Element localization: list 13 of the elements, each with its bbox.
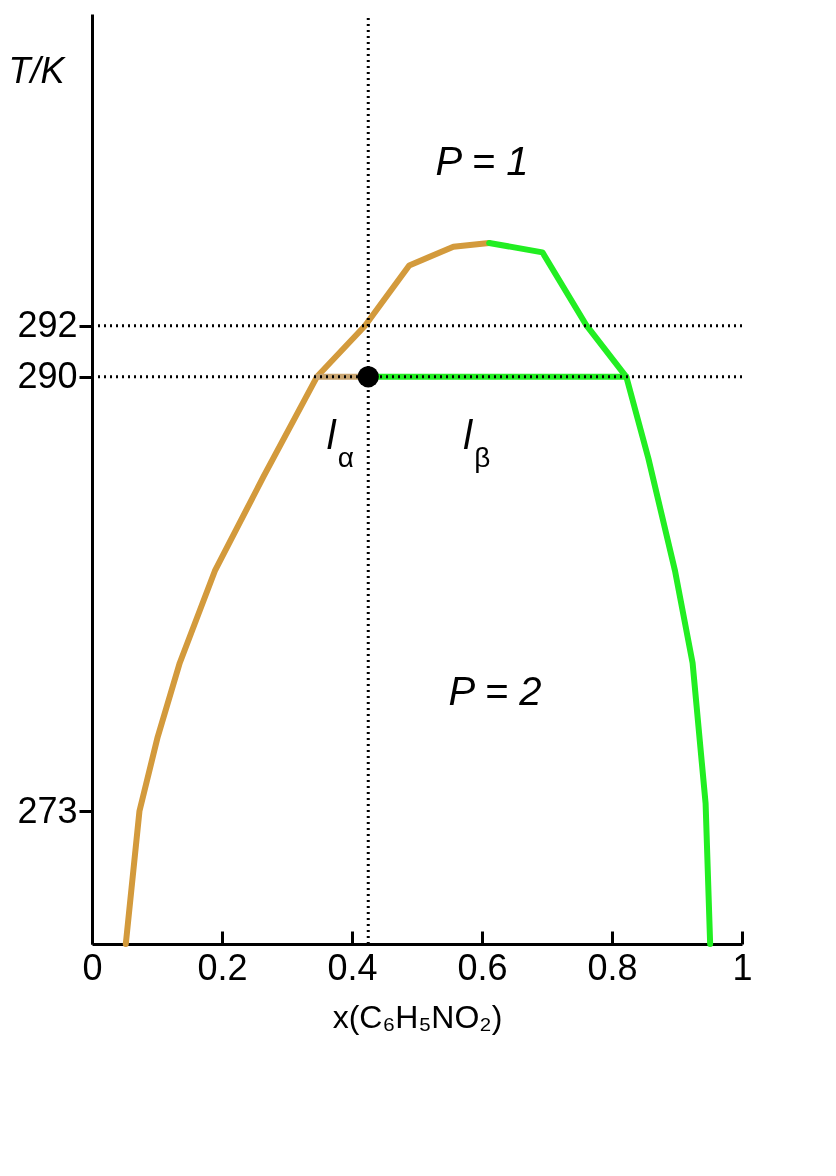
- y-axis-title: T/K: [8, 49, 67, 91]
- x-tick-label: 0.4: [327, 946, 378, 988]
- annotation: P = 1: [435, 138, 529, 183]
- x-tick-label: 0.2: [197, 946, 248, 988]
- annotation: P = 2: [448, 668, 542, 713]
- x-tick-label: 0.6: [457, 946, 508, 988]
- y-tick-label: 290: [17, 355, 78, 397]
- x-tick-label: 0: [82, 946, 103, 988]
- x-tick-label: 0.8: [587, 946, 638, 988]
- y-tick-label: 273: [17, 789, 78, 831]
- x-axis-title: x(C₆H₅NO₂): [332, 998, 503, 1035]
- y-tick-label: 292: [17, 304, 78, 346]
- x-tick-label: 1: [732, 946, 753, 988]
